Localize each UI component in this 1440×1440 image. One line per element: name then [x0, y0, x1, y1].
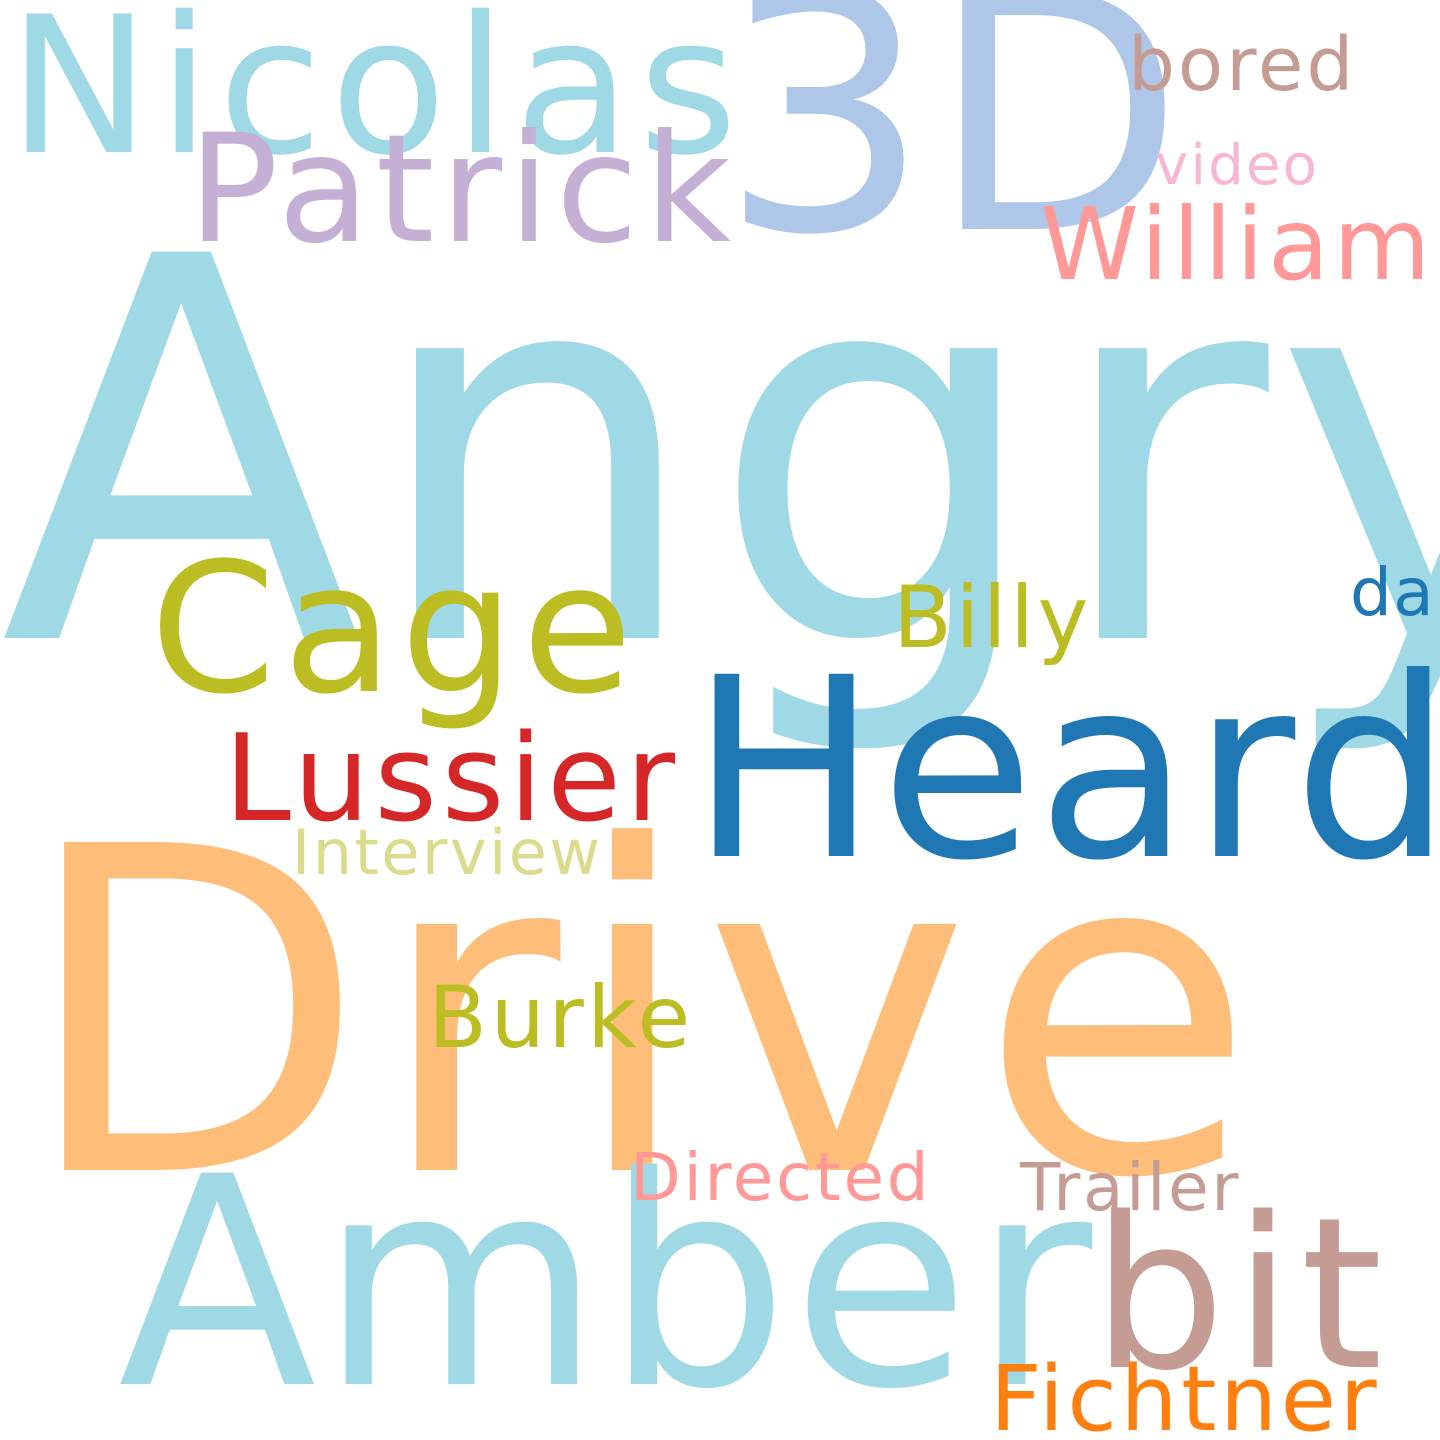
word-directed: Directed	[630, 1139, 932, 1216]
word-billy: Billy	[893, 568, 1092, 668]
word-da: da	[1350, 554, 1435, 631]
word-lussier: Lussier	[224, 710, 680, 849]
word-angry: Angry	[0, 146, 1440, 763]
word-william: William	[1040, 186, 1435, 303]
word-nicolas: Nicolas	[8, 0, 746, 197]
word-drive: Drive	[20, 753, 1265, 1277]
word-video: video	[1155, 133, 1320, 198]
word-trailer: Trailer	[1020, 1149, 1242, 1226]
word-fichtner: Fichtner	[990, 1347, 1381, 1440]
word-burke: Burke	[428, 968, 694, 1068]
word-bit: bit	[1092, 1172, 1392, 1417]
word-heard: Heard	[690, 624, 1440, 915]
word-patrick: Patrick	[188, 103, 738, 277]
word-3d: 3D	[720, 0, 1185, 307]
word-bored: bored	[1128, 22, 1357, 108]
word-cage: Cage	[150, 525, 640, 734]
word-interview: Interview	[292, 816, 603, 889]
word-amber: Amber	[118, 1116, 1096, 1440]
